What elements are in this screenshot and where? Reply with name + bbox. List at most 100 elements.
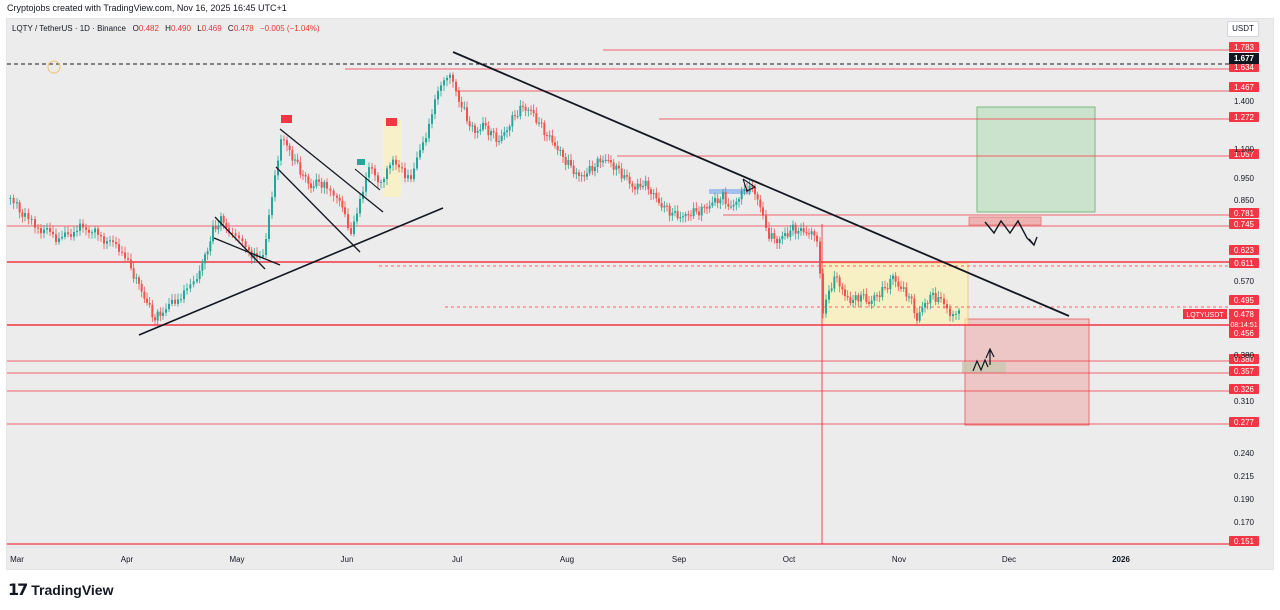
candle-body xyxy=(958,310,960,314)
candle-body xyxy=(607,159,610,161)
candle-body xyxy=(70,234,72,237)
last-price-label: 0.478 xyxy=(1234,310,1255,319)
candle-body xyxy=(692,208,695,217)
candle-body xyxy=(52,231,54,235)
candle-body xyxy=(474,125,476,133)
candle-body xyxy=(220,216,222,226)
candle-body xyxy=(940,297,942,299)
currency-button[interactable]: USDT xyxy=(1227,21,1259,37)
candle-body xyxy=(271,197,273,216)
price-level-label: 0.611 xyxy=(1234,259,1254,268)
candle-body xyxy=(687,214,690,216)
candle-body xyxy=(682,216,684,218)
candle-body xyxy=(564,156,567,165)
chart-canvas[interactable]: 1.783 1.634 1.467 1.272 1.057 0.781 0.745 0.623… xyxy=(7,19,1273,569)
candle-body xyxy=(684,214,687,217)
price-level-tag: 0.623 xyxy=(1229,245,1259,255)
candle-body xyxy=(76,230,78,233)
candle-body xyxy=(222,216,225,223)
candle-body xyxy=(329,188,332,191)
candle-body xyxy=(204,254,206,264)
candle-body xyxy=(452,74,454,82)
candle-body xyxy=(514,115,516,117)
drawings xyxy=(47,51,1070,372)
channel-line-lower xyxy=(275,166,361,253)
candle-body xyxy=(299,161,302,175)
candle-body xyxy=(857,295,860,302)
brand-name: TradingView xyxy=(31,581,114,598)
candle-body xyxy=(805,232,808,234)
candle-body xyxy=(425,138,427,143)
candle-body xyxy=(440,85,442,91)
candle-body xyxy=(468,121,471,127)
high-value: 0.490 xyxy=(170,24,191,33)
candle-body xyxy=(626,175,628,177)
candle-body xyxy=(30,219,33,221)
price-tick-label: 0.950 xyxy=(1234,174,1255,183)
bounce-projection xyxy=(972,358,989,372)
candle-body xyxy=(776,238,778,244)
candle-body xyxy=(140,283,143,292)
candle-body xyxy=(12,197,15,204)
candle-body xyxy=(228,227,230,233)
candle-body xyxy=(490,131,492,136)
time-axis[interactable]: Mar Apr May Jun Jul Aug Sep Oct Nov Dec 2026 xyxy=(7,546,1229,564)
price-level-label: 0.781 xyxy=(1234,209,1255,218)
channel-line-upper xyxy=(279,128,384,213)
candle-body xyxy=(884,286,886,289)
candle-body xyxy=(615,165,618,170)
candle-body xyxy=(828,290,830,300)
candle-body xyxy=(49,228,51,232)
candle-body xyxy=(778,239,781,244)
candle-body xyxy=(768,227,770,239)
time-tick-label: Apr xyxy=(121,555,134,564)
candle-body xyxy=(446,77,448,81)
candle-body xyxy=(407,175,409,179)
candle-body xyxy=(846,295,849,298)
candle-body xyxy=(159,311,162,316)
candle-body xyxy=(932,292,934,295)
candle-body xyxy=(663,205,666,208)
candle-body xyxy=(955,313,957,315)
candle-body xyxy=(180,299,182,301)
candle-body xyxy=(538,122,540,124)
small-flag-line xyxy=(354,168,381,191)
price-level-tag: 1.057 xyxy=(1229,149,1259,159)
flag-line-lower xyxy=(213,237,281,266)
time-tick-label: Sep xyxy=(672,555,687,564)
candle-body xyxy=(870,300,873,304)
candle-body xyxy=(934,292,937,302)
candle-body xyxy=(841,286,844,290)
candle-body xyxy=(599,158,602,163)
price-level-tag: 0.151 xyxy=(1229,536,1259,546)
support-zone xyxy=(962,362,1006,373)
candle-body xyxy=(318,179,320,182)
candle-body xyxy=(79,223,81,231)
price-tick-label: 0.380 xyxy=(1234,351,1255,360)
candle-body xyxy=(85,227,87,230)
candle-body xyxy=(371,167,373,169)
candle-body xyxy=(344,207,346,215)
candle-body xyxy=(794,224,797,234)
time-tick-label: Jun xyxy=(341,555,354,564)
price-level-tag: 0.781 xyxy=(1229,208,1259,218)
candle-body xyxy=(353,221,355,235)
price-level-tag: 0.357 xyxy=(1229,366,1259,376)
candle-body xyxy=(368,167,370,178)
chart-pane[interactable]: LQTY / TetherUS · 1D · Binance O0.482 H0… xyxy=(6,18,1274,570)
candle-body xyxy=(852,300,854,303)
candle-body xyxy=(668,205,671,216)
price-axis[interactable]: 1.783 1.634 1.467 1.272 1.057 0.781 0.745 0.623… xyxy=(1183,42,1259,546)
candle-body xyxy=(908,296,910,298)
uptrend-line xyxy=(138,207,444,336)
symbol-tag-label: LQTYUSDT xyxy=(1186,312,1224,319)
red-flag-icon xyxy=(386,118,397,126)
candle-body xyxy=(21,212,24,217)
candle-body xyxy=(416,157,418,169)
candle-body xyxy=(711,202,714,206)
candle-body xyxy=(463,107,466,109)
candle-body xyxy=(455,81,457,91)
price-level-tag: 1.783 xyxy=(1229,42,1259,52)
price-level-label: 1.783 xyxy=(1234,43,1255,52)
tradingview-logo[interactable]: 17 TradingView xyxy=(8,580,113,599)
